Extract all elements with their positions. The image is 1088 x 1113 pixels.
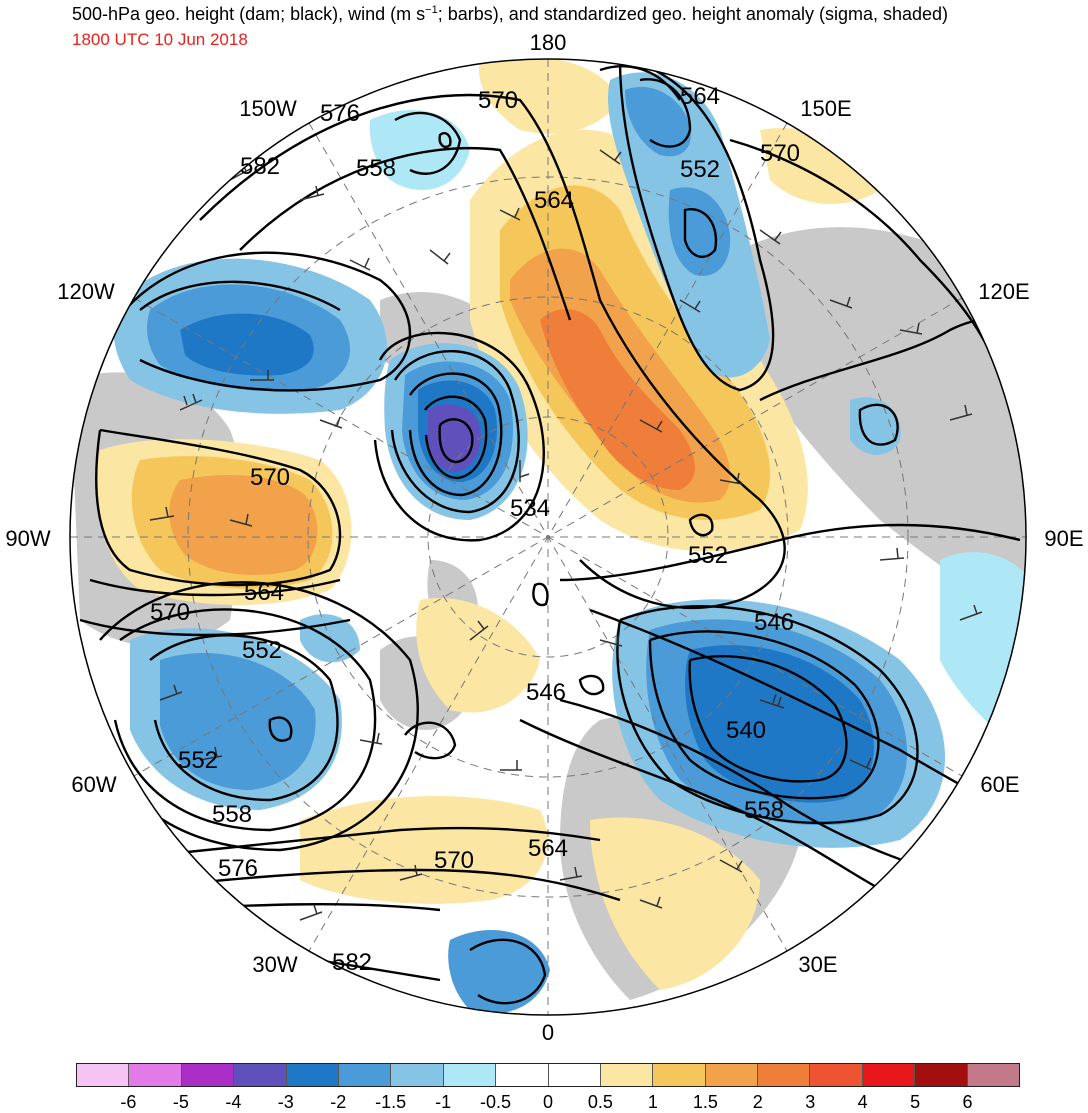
longitude-labels: 180 150E 120E 90E 60E 30E 0 30W 60W 90W … [5, 30, 1083, 1045]
map-border [69, 58, 1027, 1016]
colorbar-tick-label: -2 [330, 1092, 347, 1112]
lon-label-180: 180 [530, 30, 567, 55]
colorbar-tick-label: 1.5 [692, 1092, 718, 1112]
contour-label: 534 [510, 495, 550, 522]
lon-label-120e: 120E [978, 279, 1029, 304]
lon-label-150w: 150W [239, 96, 297, 121]
colorbar-cell [967, 1064, 1020, 1086]
contour-label: 570 [434, 847, 474, 874]
colorbar-cell [653, 1064, 706, 1086]
colorbar [76, 1063, 1020, 1087]
colorbar-tick-label: -6 [120, 1092, 137, 1112]
contour-label: 582 [240, 153, 280, 180]
colorbar-cell [338, 1064, 392, 1086]
contour-label: 564 [680, 83, 720, 110]
contour-label: 546 [526, 679, 566, 706]
height-contours [79, 59, 1026, 1005]
lon-label-0: 0 [542, 1020, 554, 1045]
contour-label: 564 [528, 835, 568, 862]
lon-label-90e: 90E [1044, 526, 1083, 551]
contour-label: 564 [244, 579, 284, 606]
colorbar-cell [129, 1064, 182, 1086]
lon-label-60w: 60W [71, 772, 116, 797]
colorbar-cell [286, 1064, 339, 1086]
lon-label-90w: 90W [5, 526, 50, 551]
contour-label: 546 [754, 609, 794, 636]
colorbar-tick-label: -4 [225, 1092, 242, 1112]
contour-label: 552 [680, 156, 720, 183]
colorbar-tick-label: 2 [752, 1092, 763, 1112]
contour-label: 558 [744, 797, 784, 824]
contour-label: 564 [534, 187, 574, 214]
colorbar-cell [234, 1064, 287, 1086]
contour-label: 576 [320, 100, 360, 127]
colorbar-cell [391, 1064, 444, 1086]
map-title: 500-hPa geo. height (dam; black), wind (… [72, 4, 949, 24]
contour-label: 558 [212, 801, 252, 828]
contour-labels: 576 570 564 552 570 582 558 564 570 534 … [150, 83, 800, 976]
colorbar-cell [77, 1064, 130, 1086]
colorbar-cell [758, 1064, 811, 1086]
contour-label: 552 [178, 747, 218, 774]
contour-label: 552 [688, 542, 728, 569]
lon-label-120w: 120W [57, 279, 115, 304]
colorbar-tick-label: -5 [172, 1092, 189, 1112]
colorbar-cell [443, 1064, 497, 1086]
colorbar-tick-label: 3 [805, 1092, 816, 1112]
colorbar-cell [181, 1064, 235, 1086]
lon-label-30w: 30W [252, 952, 297, 977]
colorbar-cell [496, 1064, 549, 1086]
lon-label-30e: 30E [798, 952, 837, 977]
colorbar-tick-label: -1 [435, 1092, 452, 1112]
contour-label: 576 [218, 855, 258, 882]
colorbar-tick-label: 1 [647, 1092, 658, 1112]
colorbar-cell [548, 1064, 601, 1086]
lon-label-150e: 150E [800, 96, 851, 121]
colorbar-cell [810, 1064, 863, 1086]
contour-label: 552 [242, 637, 282, 664]
colorbar-tick-label: 4 [857, 1092, 868, 1112]
contour-label: 540 [726, 717, 766, 744]
contour-label: 570 [760, 140, 800, 167]
colorbar-tick-label: 5 [910, 1092, 921, 1112]
positive-anomalies [96, 59, 880, 990]
map-datetime: 1800 UTC 10 Jun 2018 [72, 30, 248, 49]
colorbar-cell [705, 1064, 759, 1086]
colorbar-tick-label: -1.5 [375, 1092, 407, 1112]
colorbar-ticks: -6 -5 -4 -3 -2 -1.5 -1 -0.5 0 0.5 1 1.5 2 3 4 5 6 [76, 1092, 1020, 1112]
colorbar-tick-label: 0 [542, 1092, 554, 1112]
colorbar-cell [862, 1064, 916, 1086]
colorbar-cell [915, 1064, 968, 1086]
colorbar-cell [600, 1064, 654, 1086]
colorbar-tick-label: 0.5 [587, 1092, 613, 1112]
contour-label: 570 [250, 464, 290, 491]
contour-label: 582 [332, 949, 372, 976]
colorbar-tick-label: -0.5 [480, 1092, 512, 1112]
contour-label: 558 [356, 155, 396, 182]
colorbar-tick-label: 6 [962, 1092, 973, 1112]
lon-label-60e: 60E [980, 772, 1019, 797]
map-disk [70, 59, 1026, 1015]
contour-label: 570 [150, 599, 190, 626]
contour-label: 570 [478, 87, 518, 114]
colorbar-tick-label: -3 [277, 1092, 294, 1112]
